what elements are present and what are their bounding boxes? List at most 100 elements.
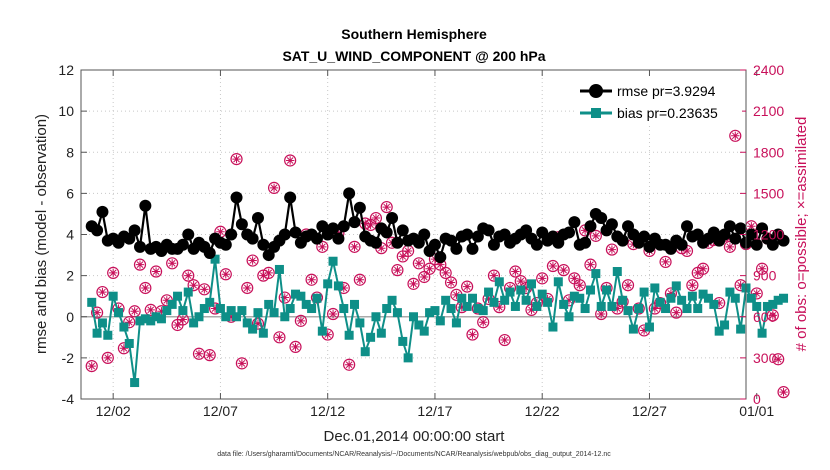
bias-point	[156, 314, 166, 324]
bias-point	[307, 304, 317, 314]
rmse-point	[530, 238, 543, 251]
bias-point	[591, 269, 601, 279]
rmse-point	[91, 224, 104, 237]
obs-assimilated-point	[157, 307, 166, 316]
bias-point	[596, 301, 606, 311]
bias-series	[87, 254, 789, 388]
obs-possible-point	[723, 240, 737, 253]
bias-point	[280, 312, 290, 322]
x-tick-label: 12/02	[96, 403, 131, 419]
rmse-point	[327, 222, 340, 235]
obs-possible-point	[267, 181, 281, 194]
rmse-point	[418, 228, 431, 241]
obs-assimilated-point	[452, 290, 461, 300]
rmse-point	[230, 191, 243, 204]
obs-possible-point	[187, 279, 200, 292]
obs-possible-point	[444, 276, 458, 289]
y2-tick-label: 600	[753, 309, 777, 325]
obs-assimilated-point	[135, 260, 145, 269]
bias-point	[296, 291, 306, 301]
rmse-point	[750, 238, 763, 251]
bias-point	[258, 328, 268, 338]
bias-point	[291, 289, 301, 299]
y2-tick-label: 0	[753, 391, 761, 407]
obs-assimilated-point	[259, 271, 268, 280]
bias-point	[189, 318, 199, 328]
obs-possible-point	[498, 333, 511, 347]
bias-point	[371, 312, 381, 322]
y-tick-label: 12	[58, 62, 74, 78]
obs-possible-point	[632, 302, 645, 315]
obs-assimilated-point	[462, 282, 472, 291]
obs-possible-point	[573, 279, 586, 292]
bias-point	[532, 301, 542, 311]
bias-point	[392, 308, 402, 318]
rmse-point	[777, 234, 790, 247]
obs-assimilated-point	[403, 246, 413, 256]
obs-assimilated-point	[146, 305, 155, 315]
bias-point	[92, 328, 102, 338]
rmse-point	[616, 234, 629, 247]
obs-assimilated-point	[736, 281, 745, 290]
y2-axis-label: # of obs: o=possible; ×=assimilated	[793, 117, 810, 352]
obs-assimilated-point	[693, 268, 702, 278]
bias-point	[130, 378, 140, 388]
obs-possible-point	[536, 272, 549, 285]
bias-point	[376, 328, 386, 338]
bias-point	[221, 312, 231, 322]
obs-assimilated-point	[253, 319, 263, 328]
obs-assimilated-point	[479, 318, 488, 327]
obs-possible-point	[139, 281, 152, 295]
obs-assimilated-point	[688, 281, 697, 290]
bias-point	[435, 316, 445, 326]
rmse-point	[605, 218, 618, 231]
obs-assimilated-point	[500, 335, 509, 345]
bias-point	[124, 338, 134, 348]
rmse-point	[133, 240, 146, 253]
rmse-point	[337, 220, 350, 233]
bias-point	[414, 320, 424, 330]
bias-point	[451, 318, 461, 328]
obs-assimilated-point	[167, 259, 177, 268]
bias-point	[108, 291, 118, 301]
rmse-point	[434, 251, 447, 264]
obs-assimilated-point	[682, 246, 692, 256]
obs-assimilated-point	[779, 387, 788, 397]
obs-assimilated-point	[285, 156, 295, 165]
rmse-point	[182, 228, 195, 241]
rmse-point	[482, 224, 495, 237]
bias-point	[87, 297, 97, 307]
bias-point	[237, 306, 247, 316]
obs-possible-point	[123, 316, 136, 329]
bias-point	[650, 283, 660, 293]
rmse-point	[353, 201, 366, 214]
rmse-point	[128, 224, 141, 237]
obs-assimilated-point	[420, 272, 429, 282]
obs-assimilated-point	[98, 287, 107, 297]
bias-point	[119, 322, 129, 332]
bias-point	[618, 295, 628, 305]
obs-assimilated-point	[178, 315, 188, 324]
bias-point	[114, 308, 124, 318]
obs-assimilated-point	[108, 268, 118, 278]
bias-point	[768, 299, 778, 309]
x-tick-label: 12/12	[310, 403, 345, 419]
obs-possible-point	[670, 306, 683, 319]
bias-point	[103, 330, 113, 340]
bias-point	[698, 289, 708, 299]
obs-possible-point	[278, 291, 291, 304]
obs-assimilated-point	[280, 293, 289, 302]
obs-assimilated-point	[393, 265, 402, 275]
bias-point	[248, 324, 258, 334]
obs-possible-point	[584, 258, 597, 271]
data-file-footnote: data file: /Users/gharamti/Documents/NCA…	[217, 451, 611, 458]
rmse-point	[96, 205, 109, 218]
y-tick-label: 2	[66, 268, 74, 284]
bias-point	[779, 293, 789, 303]
y2-tick-label: 1800	[753, 144, 784, 160]
rmse-point	[428, 238, 441, 251]
legend-rmse-marker	[589, 84, 603, 98]
obs-assimilated-point	[661, 257, 670, 267]
bias-point	[543, 297, 553, 307]
bias-point	[173, 291, 183, 301]
